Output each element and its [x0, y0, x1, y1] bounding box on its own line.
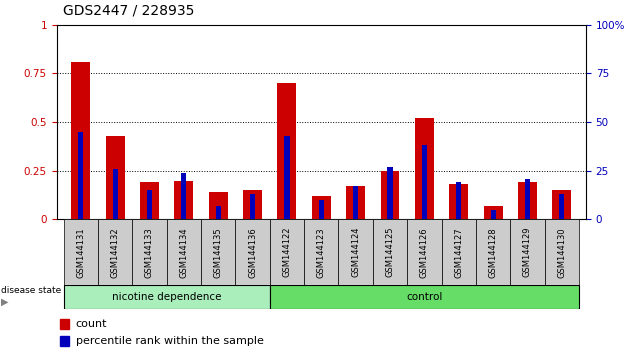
Bar [106, 136, 125, 219]
Bar [236, 219, 270, 285]
Bar [250, 194, 255, 219]
Text: GSM144136: GSM144136 [248, 227, 257, 278]
Bar [209, 192, 227, 219]
Bar [338, 219, 373, 285]
Bar [373, 219, 407, 285]
Bar [304, 219, 338, 285]
Bar [243, 190, 262, 219]
Text: GSM144123: GSM144123 [317, 227, 326, 278]
Bar [175, 181, 193, 219]
Bar [98, 219, 132, 285]
Bar [415, 118, 434, 219]
Bar [518, 183, 537, 219]
Text: GSM144127: GSM144127 [454, 227, 463, 278]
Bar [545, 219, 579, 285]
Bar [64, 285, 270, 309]
Text: GSM144125: GSM144125 [386, 227, 394, 278]
Bar [78, 132, 83, 219]
Bar [407, 219, 442, 285]
Bar [113, 169, 118, 219]
Text: GSM144132: GSM144132 [111, 227, 120, 278]
Text: GSM144124: GSM144124 [351, 227, 360, 278]
Bar [147, 190, 152, 219]
Bar [456, 183, 461, 219]
Bar [64, 219, 98, 285]
Bar [381, 171, 399, 219]
Text: GSM144130: GSM144130 [558, 227, 566, 278]
Bar [353, 186, 358, 219]
Text: GDS2447 / 228935: GDS2447 / 228935 [63, 4, 195, 18]
Text: GSM144128: GSM144128 [489, 227, 498, 278]
Text: GSM144122: GSM144122 [282, 227, 292, 278]
Bar [270, 219, 304, 285]
Bar [422, 145, 427, 219]
Bar [525, 178, 530, 219]
Bar [60, 336, 69, 346]
Bar [346, 186, 365, 219]
Bar [167, 219, 201, 285]
Bar [132, 219, 167, 285]
Text: GSM144135: GSM144135 [214, 227, 223, 278]
Text: GSM144131: GSM144131 [76, 227, 85, 278]
Bar [181, 173, 186, 219]
Bar [442, 219, 476, 285]
Text: GSM144133: GSM144133 [145, 227, 154, 278]
Text: GSM144134: GSM144134 [180, 227, 188, 278]
Text: GSM144129: GSM144129 [523, 227, 532, 278]
Bar [312, 196, 331, 219]
Bar [476, 219, 510, 285]
Text: GSM144126: GSM144126 [420, 227, 429, 278]
Bar [484, 206, 503, 219]
Bar [449, 184, 468, 219]
Bar [71, 62, 90, 219]
Text: count: count [76, 319, 107, 329]
Bar [559, 194, 564, 219]
Text: ▶: ▶ [1, 297, 8, 307]
Bar [553, 190, 571, 219]
Text: disease state: disease state [1, 286, 61, 296]
Bar [284, 136, 290, 219]
Text: control: control [406, 292, 443, 302]
Text: nicotine dependence: nicotine dependence [112, 292, 221, 302]
Bar [270, 285, 579, 309]
Text: percentile rank within the sample: percentile rank within the sample [76, 336, 263, 346]
Bar [60, 319, 69, 329]
Bar [491, 210, 496, 219]
Bar [215, 206, 220, 219]
Bar [387, 167, 392, 219]
Bar [319, 200, 324, 219]
Bar [140, 183, 159, 219]
Bar [277, 83, 296, 219]
Bar [510, 219, 545, 285]
Bar [201, 219, 236, 285]
